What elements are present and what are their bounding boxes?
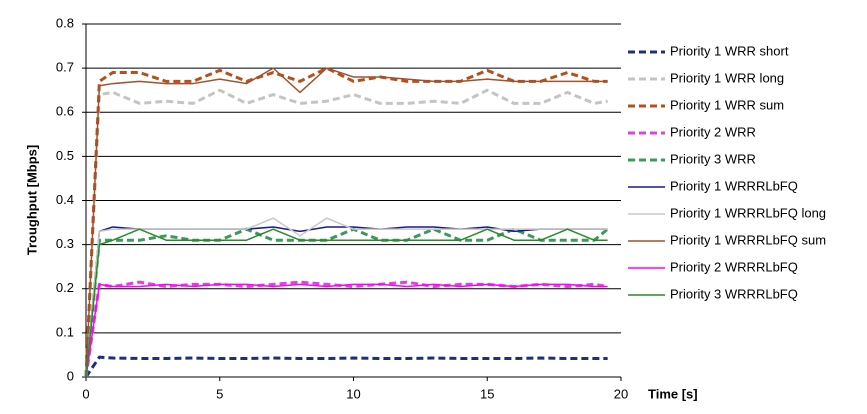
legend-label: Priority 1 WRRRLbFQ sum [670, 232, 826, 247]
legend-label: Priority 1 WRR long [670, 70, 784, 85]
legend-label: Priority 1 WRR short [670, 43, 789, 58]
legend-label: Priority 2 WRR [670, 124, 756, 139]
series-line [84, 66, 608, 378]
x-tick-label: 5 [216, 386, 223, 401]
series-line [84, 227, 609, 378]
legend-label: Priority 2 WRRRLbFQ [670, 259, 798, 274]
legend-label: Priority 1 WRRRLbFQ [670, 178, 798, 193]
y-tick-label: 0.8 [56, 15, 74, 30]
y-tick-label: 0.4 [56, 192, 74, 207]
series-line [85, 228, 608, 378]
series-line [85, 217, 608, 378]
x-axis-label: Time [s] [648, 386, 698, 401]
y-tick-label: 0.3 [56, 236, 74, 251]
series-line [85, 67, 608, 378]
legend-label: Priority 3 WRRRLbFQ [670, 286, 798, 301]
x-tick-label: 0 [82, 386, 89, 401]
legend-label: Priority 3 WRR [670, 151, 756, 166]
series-line [85, 283, 608, 378]
series-line [84, 88, 608, 378]
legend-label: Priority 1 WRRRLbFQ long [670, 205, 826, 220]
y-tick-label: 0.6 [56, 104, 74, 119]
y-tick-label: 0.5 [56, 148, 74, 163]
x-tick-label: 10 [346, 386, 360, 401]
y-tick-label: 0 [67, 368, 74, 383]
y-axis-label: Troughput [Mbps] [24, 145, 39, 255]
series-line [84, 280, 608, 378]
series-line [84, 355, 608, 378]
legend-label: Priority 1 WRR sum [670, 97, 784, 112]
y-tick-label: 0.1 [56, 324, 74, 339]
y-tick-label: 0.2 [56, 280, 74, 295]
x-tick-label: 20 [614, 386, 628, 401]
x-tick-label: 15 [480, 386, 494, 401]
y-tick-label: 0.7 [56, 60, 74, 75]
series-line [85, 226, 608, 378]
